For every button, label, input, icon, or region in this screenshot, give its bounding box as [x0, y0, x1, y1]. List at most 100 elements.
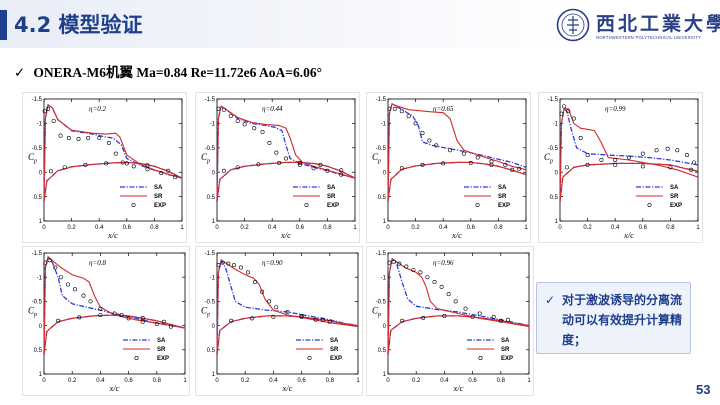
- university-seal-icon: [556, 8, 590, 42]
- x-tick-label: 0: [42, 378, 46, 384]
- x-tick-label: 0.6: [639, 225, 648, 231]
- exp-data-point: [228, 114, 233, 119]
- x-tick-label: 0.8: [666, 225, 675, 231]
- exp-data-point: [613, 162, 618, 167]
- y-axis-label-sub: p: [549, 159, 553, 165]
- y-axis-label-main: C: [201, 152, 208, 162]
- y-axis-label-sub: p: [33, 159, 37, 165]
- y-axis-label-main: C: [28, 152, 35, 162]
- y-tick-label: 0.5: [550, 195, 559, 201]
- exp-data-point: [477, 311, 482, 316]
- exp-data-point: [463, 306, 468, 311]
- legend-label: SA: [501, 338, 510, 344]
- page-title: 4.2 模型验证: [14, 13, 143, 37]
- exp-data-point: [145, 167, 150, 172]
- legend-label: EXP: [154, 203, 166, 209]
- y-axis-label: Cp: [372, 306, 381, 319]
- exp-data-point: [320, 317, 325, 322]
- exp-data-point: [104, 161, 109, 166]
- exp-data-point: [53, 265, 58, 270]
- y-tick-label: -1.5: [376, 251, 387, 257]
- exp-data-point: [397, 261, 402, 266]
- y-axis-label-main: C: [201, 306, 208, 316]
- y-tick-label: 0.5: [378, 348, 387, 354]
- y-tick-label: -1: [381, 122, 387, 128]
- x-tick-label: 0.4: [611, 225, 620, 231]
- exp-data-point: [267, 140, 272, 145]
- y-tick-label: -1: [37, 122, 43, 128]
- exp-data-point: [640, 164, 645, 169]
- series-line-sr-upper: [43, 103, 183, 202]
- exp-data-point: [65, 282, 70, 287]
- x-tick-label: 0: [558, 225, 562, 231]
- x-tick-label: 0.6: [468, 378, 477, 384]
- y-axis-label: Cp: [372, 152, 381, 165]
- y-tick-label: 1: [383, 372, 387, 378]
- legend-label: SR: [330, 347, 339, 353]
- x-tick-label: 0.4: [269, 378, 278, 384]
- exp-data-point: [88, 299, 93, 304]
- university-logo: 西北工業大學 NORTHWESTERN POLYTECHNICAL UNIVER…: [556, 6, 720, 46]
- exp-data-point: [640, 151, 645, 156]
- exp-data-point: [489, 162, 494, 167]
- exp-data-point: [665, 146, 670, 151]
- y-tick-label: 0: [39, 324, 43, 330]
- y-tick-label: -1.5: [32, 251, 43, 257]
- x-axis-label: x/c: [280, 230, 291, 240]
- x-tick-label: 0.2: [241, 378, 250, 384]
- y-axis-label-main: C: [28, 306, 35, 316]
- exp-data-point: [43, 260, 48, 265]
- x-tick-label: 0.4: [95, 225, 104, 231]
- legend-marker-exp: [647, 203, 652, 208]
- exp-data-point: [311, 166, 316, 171]
- exp-data-point: [571, 116, 576, 121]
- legend-label: SA: [327, 185, 336, 191]
- exp-data-point: [235, 118, 240, 123]
- exp-data-point: [260, 130, 265, 135]
- x-tick-label: 0.8: [494, 225, 503, 231]
- university-name: 西北工業大學: [596, 13, 720, 35]
- legend-label: SR: [670, 194, 679, 200]
- y-tick-label: -1.5: [205, 251, 216, 257]
- exp-data-point: [427, 138, 432, 143]
- exp-data-point: [161, 319, 166, 324]
- cp-chart-eta-0.44: -1.5-1-0.500.510 0.2 0.4 0.6 0.8 1x/cCpη=0.44…: [195, 92, 360, 243]
- x-tick-label: 0.4: [439, 225, 448, 231]
- legend-label: EXP: [501, 356, 513, 362]
- x-tick-label: 0.8: [150, 225, 159, 231]
- exp-data-point: [578, 136, 583, 141]
- legend-label: SR: [501, 347, 510, 353]
- exp-data-point: [297, 162, 302, 167]
- exp-data-point: [166, 168, 171, 173]
- plot-area-frame: [216, 252, 359, 375]
- series-line-sr-lower: [43, 161, 183, 202]
- y-tick-label: 0: [383, 170, 387, 176]
- exp-data-point: [327, 319, 332, 324]
- x-tick-label: 1: [356, 378, 360, 384]
- y-tick-label: -1.5: [376, 97, 387, 103]
- x-tick-label: 0.2: [67, 225, 76, 231]
- x-tick-label: 0: [215, 225, 219, 231]
- exp-data-point: [106, 140, 111, 145]
- eta-label: η=0.2: [89, 105, 106, 113]
- x-axis-label: x/c: [107, 230, 118, 240]
- exp-data-point: [420, 162, 425, 167]
- x-tick-label: 0.8: [323, 225, 332, 231]
- plot-area-frame: [43, 98, 183, 222]
- x-tick-label: 0.6: [467, 225, 476, 231]
- y-tick-label: 0.5: [34, 348, 43, 354]
- legend-label: SA: [670, 185, 679, 191]
- exp-data-point: [51, 118, 56, 123]
- chart-border: [195, 246, 363, 396]
- cp-chart-eta-0.90: -1.5-1-0.500.510 0.2 0.4 0.6 0.8 1x/cCpη=0.90…: [195, 246, 363, 396]
- exp-data-point: [242, 122, 247, 127]
- y-axis-label: Cp: [201, 306, 210, 319]
- exp-data-point: [461, 151, 466, 156]
- exp-data-point: [48, 169, 53, 174]
- exp-data-point: [47, 258, 52, 263]
- exp-data-point: [498, 318, 503, 323]
- exp-data-point: [413, 121, 418, 126]
- exp-data-point: [76, 137, 81, 142]
- exp-data-point: [668, 165, 673, 170]
- exp-data-point: [256, 162, 261, 167]
